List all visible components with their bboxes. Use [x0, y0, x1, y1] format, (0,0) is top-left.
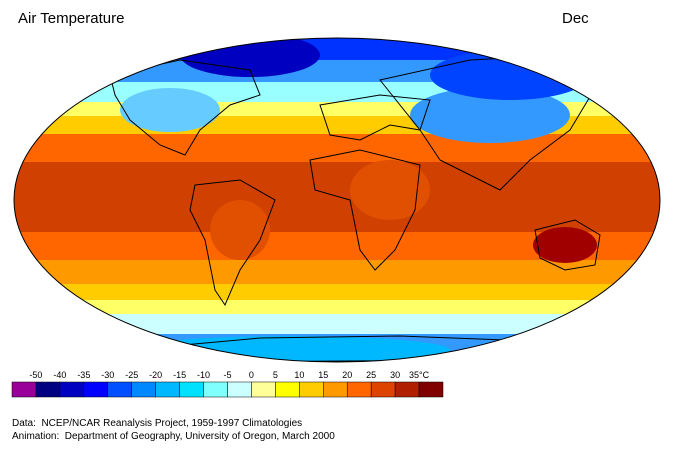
legend-swatch — [107, 381, 132, 398]
month: Dec — [562, 10, 589, 27]
legend-label: -10 — [197, 370, 210, 380]
legend-swatch — [418, 381, 444, 398]
legend-swatch — [203, 381, 228, 398]
legend-swatch — [299, 381, 324, 398]
legend-label: 35°C — [409, 370, 430, 380]
legend-swatch — [275, 381, 300, 398]
legend-swatch — [83, 381, 109, 398]
legend-label: 15 — [318, 370, 328, 380]
title: Air Temperature — [18, 10, 124, 27]
legend-label: -5 — [223, 370, 231, 380]
footer-data: Data: NCEP/NCAR Reanalysis Project, 1959… — [12, 418, 302, 429]
legend-swatch — [394, 381, 420, 398]
legend-label: 5 — [273, 370, 278, 380]
legend-swatch — [11, 381, 37, 398]
legend-swatch — [35, 381, 61, 398]
legend-label: -50 — [29, 370, 42, 380]
legend-swatch — [323, 381, 348, 398]
legend-swatch — [155, 381, 180, 398]
legend-label: 0 — [249, 370, 254, 380]
footer-animation: Animation: Department of Geography, Univ… — [12, 431, 335, 442]
legend-label: 20 — [342, 370, 352, 380]
legend-swatch — [251, 381, 276, 398]
legend-swatch — [59, 381, 85, 398]
map-border — [13, 37, 661, 363]
legend-swatch — [227, 381, 252, 398]
legend-label: -25 — [125, 370, 138, 380]
map — [14, 38, 660, 362]
legend-swatch — [131, 381, 156, 398]
legend-label: -20 — [149, 370, 162, 380]
legend-swatch — [346, 381, 372, 398]
legend-label: -15 — [173, 370, 186, 380]
legend-swatch — [370, 381, 396, 398]
legend-label: -35 — [77, 370, 90, 380]
legend: -50 -40 -35 -30 -25 -20 -15 -10 -5 0 5 10 15 20 25 30 35… — [11, 370, 444, 398]
legend-label: -30 — [101, 370, 114, 380]
legend-label: 25 — [366, 370, 376, 380]
legend-label: 30 — [390, 370, 400, 380]
legend-label: -40 — [53, 370, 66, 380]
legend-swatch — [179, 381, 204, 398]
legend-label: 10 — [294, 370, 304, 380]
